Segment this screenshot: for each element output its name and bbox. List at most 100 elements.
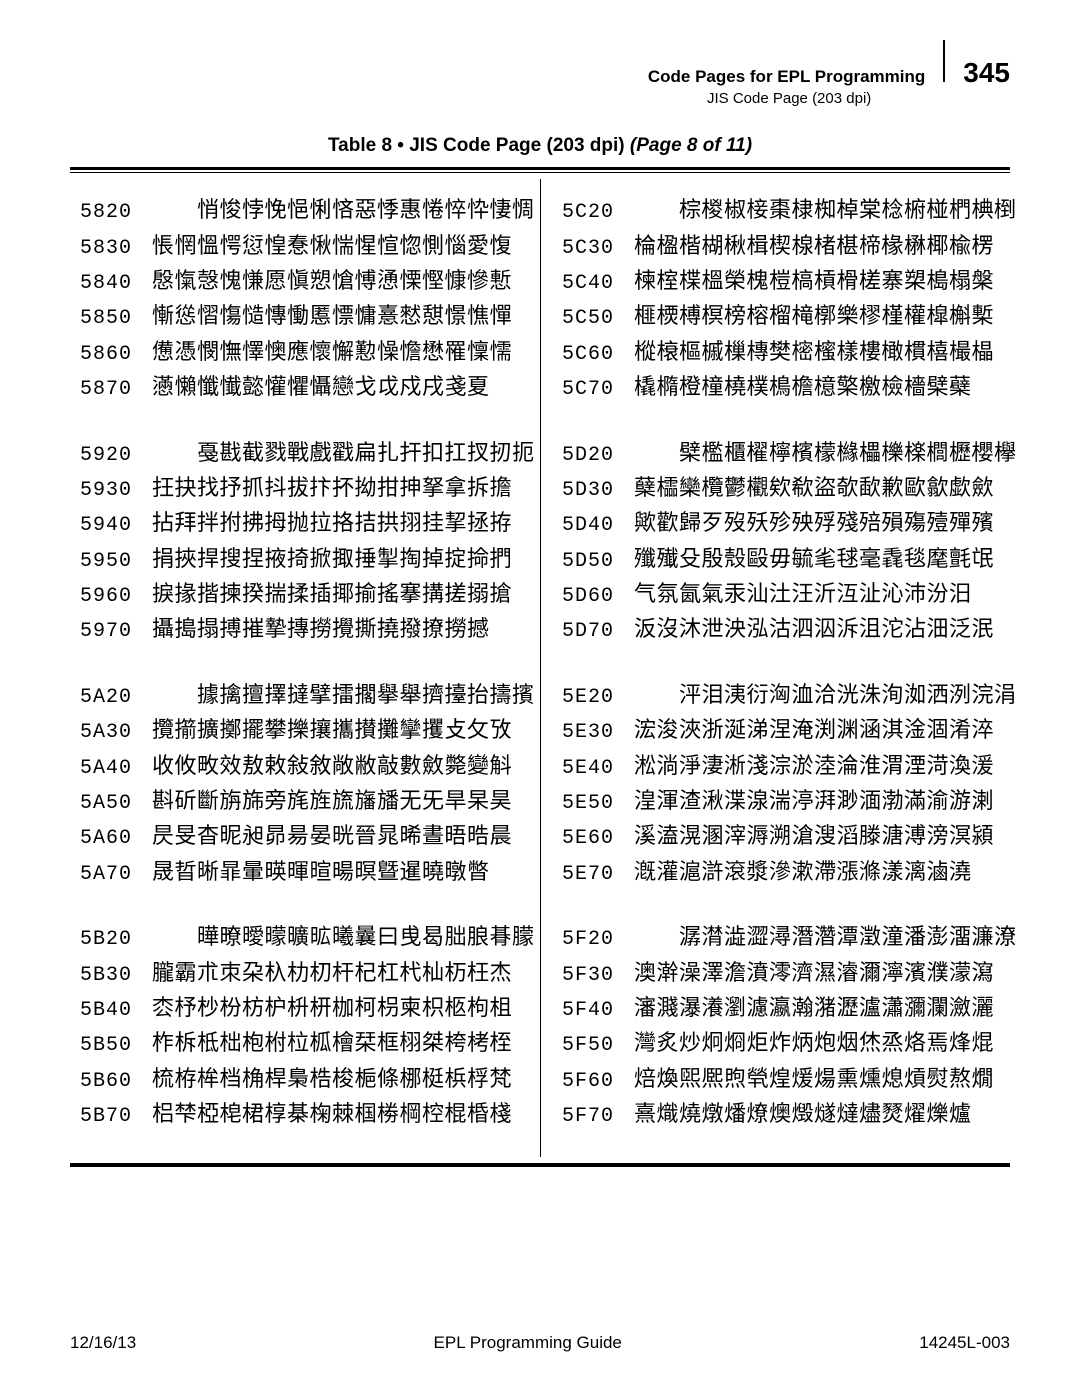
hex-code: 5A60 [80,824,152,854]
glyph-run: 棆楹楷楜楸楫楔楾楮椹楴椽楙椰楡楞 [634,229,994,262]
glyph-run: 熹熾燒燉燔燎燠燬燧燵燼燹燿爍爐 [634,1097,972,1130]
page-number: 345 [963,54,1010,92]
hex-code: 5D20 [562,441,634,471]
table-title-pagenote: (Page 8 of 11) [630,135,752,156]
hex-code: 5C50 [562,304,634,334]
code-row: 5950捐挾捍搜捏掖掎掀掫捶掣掏掉掟掵捫 [80,542,518,577]
hex-code: 5F50 [562,1031,634,1061]
bottom-rule-heavy [70,1164,1010,1167]
hex-code: 5D60 [562,582,634,612]
hex-code: 5F40 [562,996,634,1026]
top-rule-light [70,172,1010,173]
hex-code: 5C60 [562,340,634,370]
hex-code: 5A20 [80,683,152,713]
code-row: 5870懣懶懺懴懿懽懼懾戀戈戉戍戌戔夏 [80,370,518,405]
hex-code: 5960 [80,582,152,612]
glyph-run: 泙泪洟衍洶洫洽洸洙洵洳洒洌浣涓 [634,678,1017,711]
hex-code: 5820 [80,198,152,228]
glyph-run: 朧霸朮朿朶杁朸朷杆杞杠杙杣杤枉杰 [152,956,512,989]
hex-code: 5F60 [562,1067,634,1097]
hex-code: 5B30 [80,961,152,991]
code-row: 5C40楝榁楪榲榮槐榿槁槓榾槎寨槊槝榻槃 [562,264,1000,299]
glyph-run: 楝榁楪榲榮槐榿槁槓榾槎寨槊槝榻槃 [634,264,994,297]
right-column: 5C20棕椶椒椄棗棣椥棹棠棯椨椪椚椣椡5C30棆楹楷楜楸楫楔楾楮椹楴椽楙椰楡楞5… [540,179,1010,1156]
code-row: 5E70漑灌滬滸滾漿滲漱滯漲滌漾漓滷澆 [562,855,1000,890]
code-row: 5830悵惘慍愕愆惶惷愀惴惺愃惚惻惱愛愎 [80,229,518,264]
glyph-run: 昃旻杳昵昶昴昜晏晄晉晁晞晝晤晧晨 [152,819,512,852]
glyph-run: 懣懶懺懴懿懽懼懾戀戈戉戍戌戔夏 [152,370,490,403]
hex-code: 5E40 [562,754,634,784]
code-row: 5F40瀋濺瀑瀁瀏濾瀛瀚潴瀝瀘瀟瀰瀾瀲灑 [562,991,1000,1026]
hex-code: 5940 [80,511,152,541]
hex-code: 5860 [80,340,152,370]
code-row: 5D70汳沒沐泄泱泓沽泗泅泝沮沱沾沺泛泯 [562,612,1000,647]
glyph-run: 澳澣澡澤澹濆澪濟濕濬濔濘濱濮濛瀉 [634,956,994,989]
glyph-run: 攬擶擴擲擺攀擽攘攜攅攤攣攫攴攵攷 [152,713,512,746]
hex-code: 5F30 [562,961,634,991]
hex-code: 5D40 [562,511,634,541]
glyph-run: 捩掾揩揀揆揣揉插揶揄搖搴搆搓搦搶 [152,577,512,610]
code-row: 5970攝搗搨搏摧摯摶撈攪撕撓撥撩撈撼 [80,612,518,647]
code-row: 5E30浤浚浹浙涎涕涅淹渕渊涵淇淦涸淆淬 [562,713,1000,748]
glyph-run: 潺潸澁澀潯潛濳潭澂潼潘澎澑濂潦 [634,920,1017,953]
glyph-run: 憊憑憫憮懌懊應懷懈懃懆憺懋罹懍懦 [152,335,512,368]
hex-code: 5A40 [80,754,152,784]
code-block: 5B20曄暸曖曚曠昿曦曩曰曵曷朏朖朞朦5B30朧霸朮朿朶杁朸朷杆杞杠杙杣杤枉杰5… [80,920,518,1132]
code-block: 5D20檗檻櫃櫂檸檳檬櫞櫑櫟檪櫚櫪櫻欅5D30蘖櫺欒欖鬱欟欸欷盜欹歃歉歐歙歔歛5… [562,436,1000,648]
hex-code: 5B40 [80,996,152,1026]
hex-code: 5E70 [562,860,634,890]
hex-code: 5F70 [562,1102,634,1132]
code-row: 5A20據擒擅擇撻擘擂擱擧舉擠擡抬擣擯 [80,678,518,713]
footer-center: EPL Programming Guide [434,1333,622,1353]
glyph-run: 戞戡截戮戰戲戳扁扎扞扣扛扠扨扼 [152,436,535,469]
hex-code: 5B50 [80,1031,152,1061]
glyph-run: 枩杼杪枌枋枦枡枅枷柯枴柬枳柩枸柤 [152,991,512,1024]
hex-code: 5B20 [80,925,152,955]
code-row: 5B50柞柝柢柮枹柎柆柧檜栞框栩桀桍栲桎 [80,1026,518,1061]
hex-code: 5830 [80,234,152,264]
code-row: 5850慚慫慴慯慥慱慟慝慓慵憙憖憇憬憔憚 [80,299,518,334]
code-row: 5C20棕椶椒椄棗棣椥棹棠棯椨椪椚椣椡 [562,193,1000,228]
code-row: 5820悄悛悖悗悒悧悋惡悸惠惓悴忰悽惆 [80,193,518,228]
glyph-run: 攝搗搨搏摧摯摶撈攪撕撓撥撩撈撼 [152,612,490,645]
code-row: 5E50湟渾渣湫渫湶湍渟湃渺湎渤滿渝游溂 [562,784,1000,819]
table-title-label: Table 8 • JIS Code Page (203 dpi) [328,135,625,156]
code-row: 5A60昃旻杳昵昶昴昜晏晄晉晁晞晝晤晧晨 [80,819,518,854]
code-row: 5B60梳栫桙档桷桿梟梏梭梔條梛梃梹桴梵 [80,1062,518,1097]
footer-date: 12/16/13 [70,1333,136,1353]
hex-code: 5A50 [80,789,152,819]
hex-code: 5A70 [80,860,152,890]
code-block: 5920戞戡截戮戰戲戳扁扎扞扣扛扠扨扼5930抂抉找抒抓抖拔抃抔拗拑抻拏拿拆擔5… [80,436,518,648]
hex-code: 5D30 [562,476,634,506]
code-row: 5A40收攸畋效敖敕敍敘敞敝敲數斂斃變斛 [80,749,518,784]
code-row: 5E60溪溘滉溷滓溽溯滄溲滔滕溏溥滂溟潁 [562,819,1000,854]
code-block: 5C20棕椶椒椄棗棣椥棹棠棯椨椪椚椣椡5C30棆楹楷楜楸楫楔楾楮椹楴椽楙椰楡楞5… [562,193,1000,405]
code-row: 5C70橇橢橙橦橈樸樢檐檍檠檄檢檣檗蘗 [562,370,1000,405]
hex-code: 5F20 [562,925,634,955]
code-row: 5860憊憑憫憮懌懊應懷懈懃懆憺懋罹懍懦 [80,335,518,370]
top-rule-heavy [70,167,1010,170]
hex-code: 5C20 [562,198,634,228]
hex-code: 5E20 [562,683,634,713]
footer-docnum: 14245L-003 [919,1333,1010,1353]
code-row: 5930抂抉找抒抓抖拔抃抔拗拑抻拏拿拆擔 [80,471,518,506]
hex-code: 5950 [80,547,152,577]
hex-code: 5D50 [562,547,634,577]
header-subtitle: JIS Code Page (203 dpi) [648,89,871,109]
code-row: 5E20泙泪洟衍洶洫洽洸洙洵洳洒洌浣涓 [562,678,1000,713]
hex-code: 5E60 [562,824,634,854]
glyph-run: 漑灌滬滸滾漿滲漱滯漲滌漾漓滷澆 [634,855,972,888]
header-divider [943,40,945,82]
glyph-run: 曄暸曖曚曠昿曦曩曰曵曷朏朖朞朦 [152,920,535,953]
code-row: 5C30棆楹楷楜楸楫楔楾楮椹楴椽楙椰楡楞 [562,229,1000,264]
page-footer: 12/16/13 EPL Programming Guide 14245L-00… [70,1333,1010,1353]
code-row: 5D20檗檻櫃櫂檸檳檬櫞櫑櫟檪櫚櫪櫻欅 [562,436,1000,471]
glyph-run: 柞柝柢柮枹柎柆柧檜栞框栩桀桍栲桎 [152,1026,512,1059]
glyph-run: 淞淌淨淒淅淺淙淤淕淪淮渭湮渮渙湲 [634,749,994,782]
code-row: 5D60气氛氤氣汞汕汢汪沂沍沚沁沛汾汨 [562,577,1000,612]
code-row: 5F30澳澣澡澤澹濆澪濟濕濬濔濘濱濮濛瀉 [562,956,1000,991]
glyph-run: 慚慫慴慯慥慱慟慝慓慵憙憖憇憬憔憚 [152,299,512,332]
code-row: 5A70晟晢晰暃暈暎暉暄暘暝曁暹曉暾暼 [80,855,518,890]
glyph-run: 瀋濺瀑瀁瀏濾瀛瀚潴瀝瀘瀟瀰瀾瀲灑 [634,991,994,1024]
hex-code: 5E30 [562,718,634,748]
